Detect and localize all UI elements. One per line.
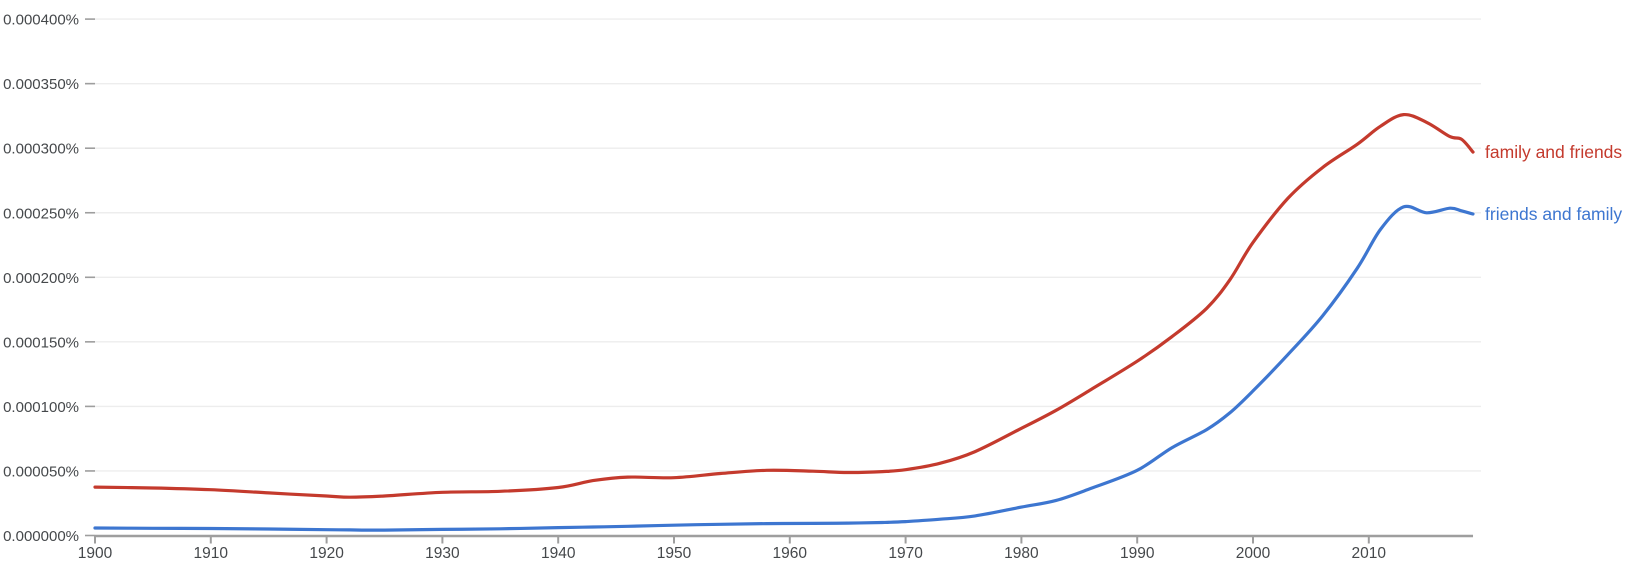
y-axis-tick-label: 0.000300% bbox=[3, 141, 79, 158]
series-label-friends-and-family[interactable]: friends and family bbox=[1485, 204, 1623, 225]
y-axis-tick-label: 0.000000% bbox=[3, 528, 79, 545]
x-axis-tick-label: 1900 bbox=[78, 545, 113, 562]
y-axis-tick-label: 0.000150% bbox=[3, 334, 79, 351]
x-axis-tick-label: 1930 bbox=[425, 545, 460, 562]
x-axis-tick-label: 2010 bbox=[1352, 545, 1387, 562]
x-axis-tick-label: 1950 bbox=[657, 545, 692, 562]
x-axis-tick-label: 1920 bbox=[309, 545, 344, 562]
y-axis-tick-label: 0.000350% bbox=[3, 76, 79, 93]
x-axis-tick-label: 1960 bbox=[773, 545, 808, 562]
y-axis-tick-label: 0.000400% bbox=[3, 12, 79, 29]
x-axis-tick-label: 1970 bbox=[888, 545, 923, 562]
x-axis-tick-label: 1980 bbox=[1004, 545, 1039, 562]
series-line-0[interactable] bbox=[93, 112, 1475, 499]
y-axis-tick-label: 0.000100% bbox=[3, 399, 79, 416]
x-axis-tick-label: 1910 bbox=[194, 545, 229, 562]
series-line-1[interactable] bbox=[93, 204, 1475, 532]
x-axis-tick-label: 1990 bbox=[1120, 545, 1155, 562]
series-label-family-and-friends[interactable]: family and friends bbox=[1485, 142, 1623, 163]
x-axis-tick-label: 1940 bbox=[541, 545, 576, 562]
y-axis-tick-label: 0.000200% bbox=[3, 270, 79, 287]
y-axis-tick-label: 0.000050% bbox=[3, 463, 79, 480]
y-axis-tick-label: 0.000250% bbox=[3, 205, 79, 222]
x-axis-tick-label: 2000 bbox=[1236, 545, 1271, 562]
